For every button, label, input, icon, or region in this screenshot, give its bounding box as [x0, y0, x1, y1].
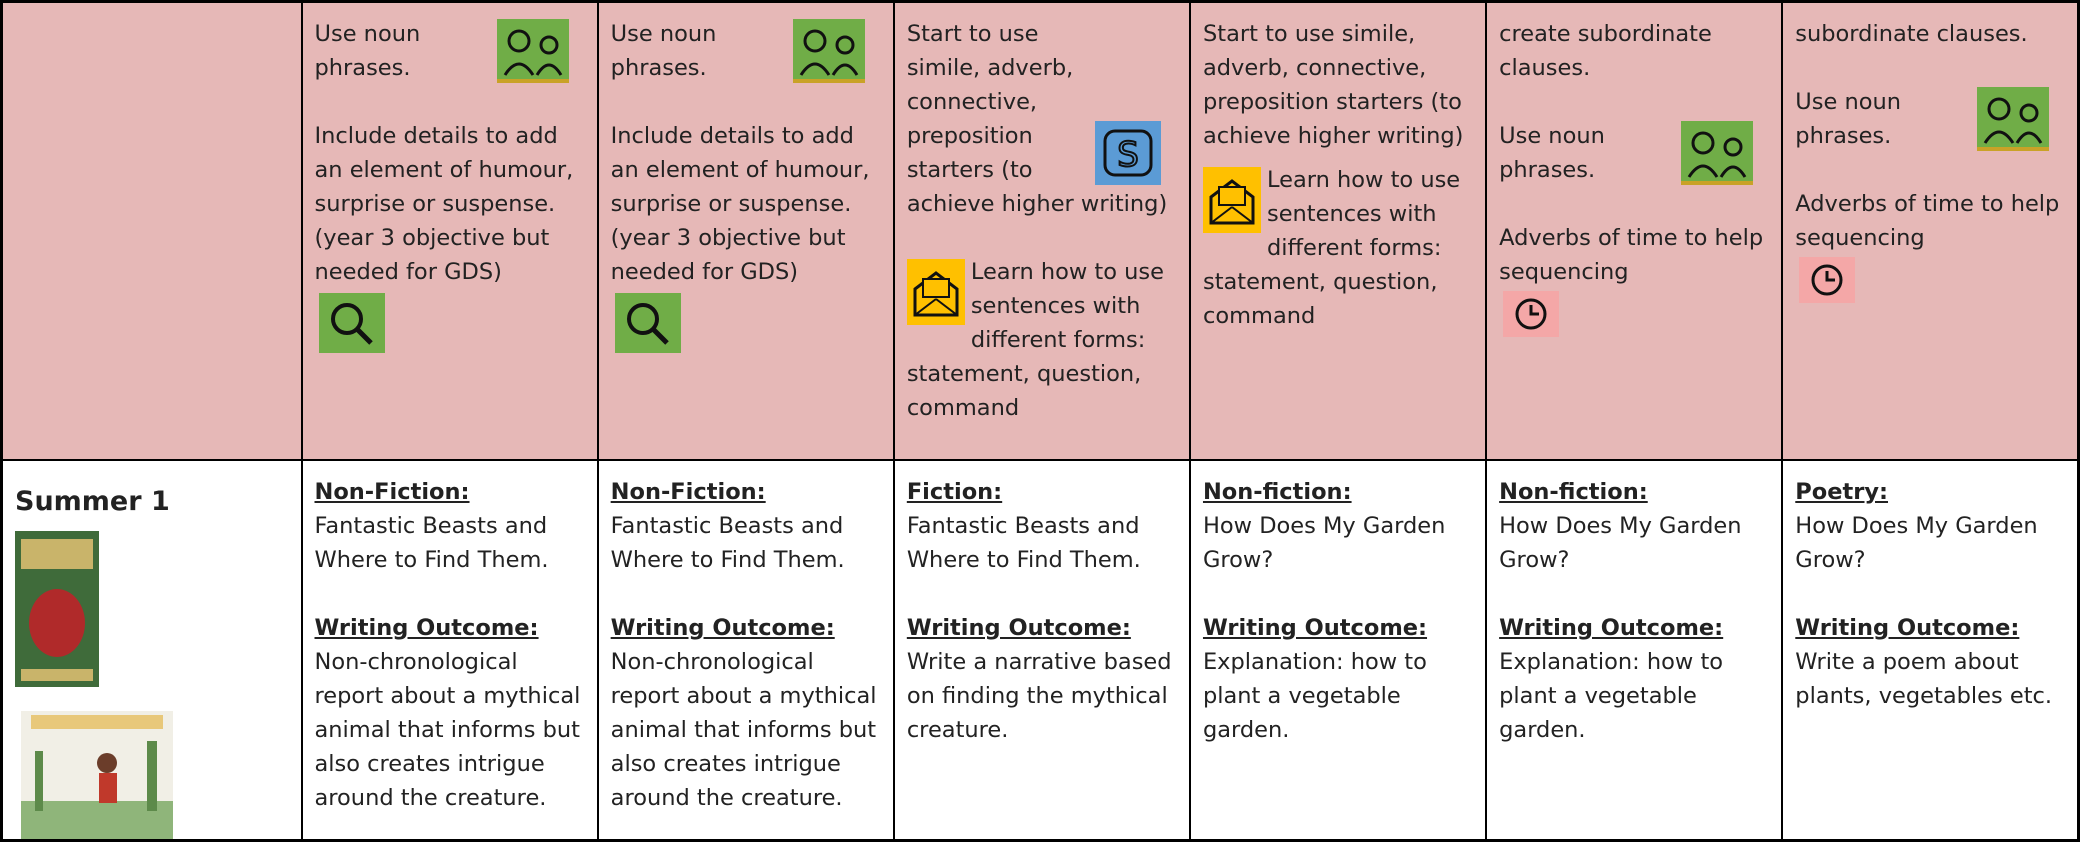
text: Fantastic Beasts and Where to Find Them.: [610, 513, 845, 573]
text: Write a poem about plants, vegetables et…: [1795, 649, 2053, 709]
text: Use noun phrases.: [1795, 89, 1902, 149]
cell: subordinate clauses. Use noun phrases. A…: [1781, 0, 2080, 461]
text: Explanation: how to plant a vegetable ga…: [1202, 649, 1427, 743]
text: Use noun phrases.: [314, 21, 421, 81]
text: Adverbs of time to help sequencing: [1795, 191, 2060, 251]
genre: Poetry:: [1795, 479, 1889, 505]
book-cover: [15, 531, 99, 687]
time-icon: [1503, 291, 1560, 337]
cell: Fiction: Fantastic Beasts and Where to Fi…: [892, 459, 1191, 842]
cell: Start to use simile, adverb, connective,…: [892, 0, 1191, 461]
cell: Non-fiction: How Does My Garden Grow? Writ…: [1485, 459, 1784, 842]
cell: create subordinate clauses. Use noun phr…: [1485, 0, 1784, 461]
genre: Non-fiction:: [1499, 479, 1648, 505]
text: Include details to add an element of hum…: [610, 123, 870, 285]
cell: Summer 1: [0, 459, 303, 842]
starter-icon: [1094, 121, 1161, 185]
outcome-label: Writing Outcome:: [1499, 615, 1724, 641]
genre: Non-Fiction:: [314, 479, 470, 505]
cell: Non-Fiction: Fantastic Beasts and Where t…: [596, 459, 895, 842]
text: Non-chronological report about a mythica…: [314, 649, 581, 811]
genre: Non-fiction:: [1202, 479, 1352, 505]
row: Summer 1 Non-Fiction: Fantastic Beasts an…: [0, 459, 2080, 842]
text: Start to use simile, adverb, connective,…: [906, 21, 1168, 217]
text: How Does My Garden Grow?: [1795, 513, 2038, 573]
sentence-icon: [906, 259, 965, 325]
text: Use noun phrases.: [1499, 123, 1605, 183]
noun-icon: [1977, 87, 2049, 151]
genre: Fiction:: [906, 479, 1003, 505]
cell: Poetry: How Does My Garden Grow? Writing O…: [1781, 459, 2080, 842]
noun-icon: [792, 19, 865, 83]
detail-icon: [319, 293, 385, 353]
sentence-icon: [1202, 167, 1261, 233]
cell: [0, 0, 303, 461]
text: Include details to add an element of hum…: [314, 123, 574, 285]
outcome-label: Writing Outcome:: [610, 615, 835, 641]
term-label: Summer 1: [15, 486, 170, 517]
detail-icon: [615, 293, 681, 353]
book-cover: [21, 711, 173, 839]
text: subordinate clauses.: [1795, 21, 2028, 47]
cell: Use noun phrases. Include details to add…: [596, 0, 895, 461]
text: How Does My Garden Grow?: [1202, 513, 1446, 573]
outcome-label: Writing Outcome:: [314, 615, 539, 641]
time-icon: [1799, 257, 1856, 303]
cell: Use noun phrases. Include details to add…: [300, 0, 599, 461]
noun-icon: [1681, 121, 1754, 185]
text: Write a narrative based on finding the m…: [906, 649, 1172, 743]
text: Adverbs of time to help sequencing: [1499, 225, 1764, 285]
noun-icon: [496, 19, 569, 83]
outcome-label: Writing Outcome:: [1795, 615, 2020, 641]
cell: Non-Fiction: Fantastic Beasts and Where t…: [300, 459, 599, 842]
text: Start to use simile, adverb, connective,…: [1202, 21, 1464, 149]
outcome-label: Writing Outcome:: [1202, 615, 1428, 641]
text: Learn how to use sentences with differen…: [906, 259, 1164, 421]
text: Learn how to use sentences with differen…: [1202, 167, 1461, 329]
text: How Does My Garden Grow?: [1499, 513, 1742, 573]
text: Fantastic Beasts and Where to Find Them.: [906, 513, 1141, 573]
text: create subordinate clauses.: [1499, 21, 1712, 81]
cell: Non-fiction: How Does My Garden Grow? Writ…: [1188, 459, 1488, 842]
genre: Non-Fiction:: [610, 479, 766, 505]
text: Use noun phrases.: [610, 21, 717, 81]
outcome-label: Writing Outcome:: [906, 615, 1131, 641]
text: Fantastic Beasts and Where to Find Them.: [314, 513, 549, 573]
text: Explanation: how to plant a vegetable ga…: [1499, 649, 1724, 743]
row: Use noun phrases. Include details to add…: [0, 0, 2080, 461]
cell: Start to use simile, adverb, connective,…: [1188, 0, 1488, 461]
text: Non-chronological report about a mythica…: [610, 649, 877, 811]
